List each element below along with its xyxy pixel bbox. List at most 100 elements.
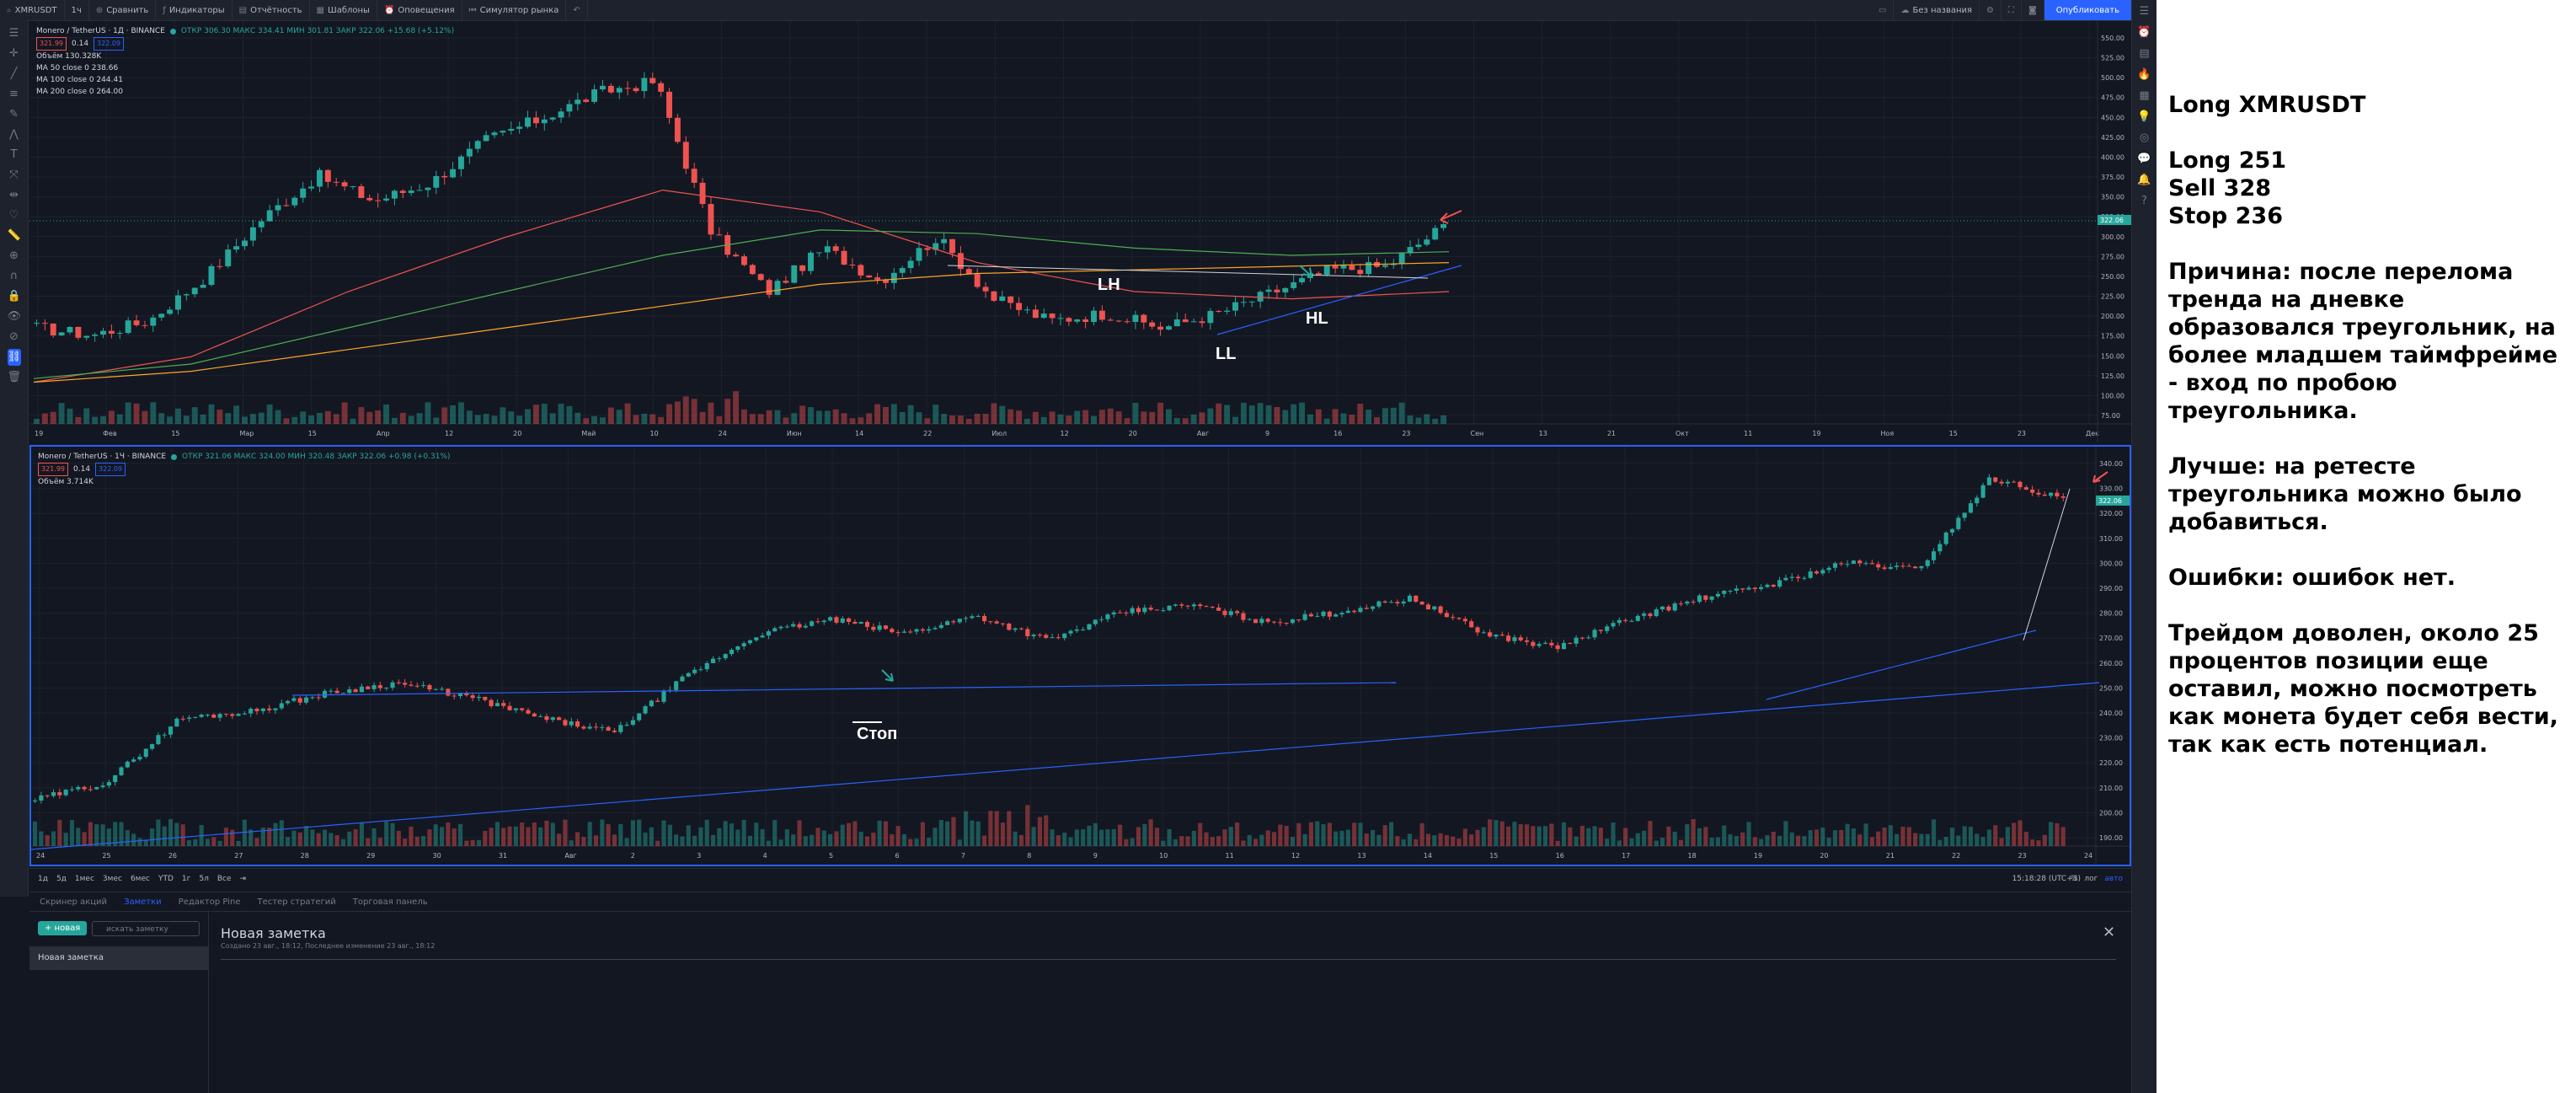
volume-bar — [390, 822, 395, 846]
lock-icon[interactable]: 🔒 — [7, 290, 21, 303]
goto-date-icon[interactable]: ⇥ — [239, 874, 247, 883]
help-icon[interactable]: ? — [2141, 195, 2147, 207]
sell-price-button[interactable]: 321.99 — [38, 463, 68, 476]
forecast-icon[interactable]: ⤧ — [9, 169, 19, 181]
tab-pine-editor[interactable]: Редактор Pine — [178, 897, 241, 907]
magnet-icon[interactable]: ∩ — [9, 270, 19, 282]
buy-price-button[interactable]: 322.09 — [95, 463, 126, 476]
tab-notes[interactable]: Заметки — [124, 897, 162, 907]
ideas-icon[interactable]: 💡 — [2137, 110, 2151, 123]
notifications-icon[interactable]: 🔔 — [2137, 174, 2151, 186]
new-note-button[interactable]: + новая — [38, 921, 88, 935]
calendar-icon[interactable]: ▦ — [2139, 89, 2150, 102]
undo-button[interactable]: ↶ — [566, 0, 588, 20]
auto-mode[interactable]: авто — [2104, 874, 2123, 883]
text-icon[interactable]: T — [10, 148, 18, 161]
snapshot-button[interactable]: ◙ — [2022, 0, 2044, 20]
fullscreen-button[interactable]: ⛶ — [2001, 0, 2022, 20]
symbol-search[interactable]: ⌕ XMRUSDT — [0, 0, 65, 20]
range-ytd[interactable]: YTD — [158, 874, 174, 883]
compare-button[interactable]: ⊕ Сравнить — [89, 0, 157, 20]
hourly-candles-chart[interactable]: 340.00330.00320.00310.00300.00290.00280.… — [31, 447, 2130, 865]
trendline-icon[interactable]: ╱ — [10, 67, 18, 80]
y-tick-label: 300.00 — [2099, 560, 2123, 567]
range-5d[interactable]: 5д — [56, 874, 67, 883]
pane2-legend: Monero / TetherUS · 1Ч · BINANCE ОТКР 321… — [38, 451, 451, 488]
tab-strategy-tester[interactable]: Тестер стратегий — [257, 897, 336, 907]
streams-icon[interactable]: ◎ — [2139, 131, 2150, 144]
volume-bar — [1371, 829, 1376, 846]
range-1y[interactable]: 1г — [181, 874, 191, 883]
range-1d[interactable]: 1д — [38, 874, 48, 883]
volume-bar — [291, 830, 297, 846]
note-search-input[interactable]: искать заметку — [92, 921, 200, 936]
link-icon[interactable]: ⛓ — [7, 349, 21, 366]
crosshair-icon[interactable]: ✛ — [9, 47, 19, 60]
chat-icon[interactable]: 💬 — [2137, 153, 2151, 165]
range-all[interactable]: Все — [216, 874, 232, 883]
gann-icon[interactable]: ♡ — [8, 209, 19, 222]
clock[interactable]: 15:18:28 (UTC+3) — [2012, 874, 2081, 883]
candle-body — [982, 287, 989, 292]
note-list-item[interactable]: Новая заметка — [29, 946, 208, 970]
candle-body — [1993, 477, 1998, 482]
candle-body — [1438, 606, 1443, 613]
fib-icon[interactable]: ≡ — [9, 88, 19, 100]
ruler-icon[interactable]: 📏 — [7, 229, 21, 242]
eye-icon[interactable]: 👁 — [7, 310, 22, 323]
alerts-button[interactable]: ⏰ Оповещения — [377, 0, 462, 20]
hotlist-icon[interactable]: 🔥 — [2137, 68, 2151, 81]
candle-body — [658, 83, 665, 92]
candle-body — [810, 621, 815, 626]
volume-bar — [871, 833, 876, 846]
interval-button[interactable]: 1ч — [65, 0, 89, 20]
chart-pane-daily[interactable]: Monero / TetherUS · 1Д · BINANCE ОТКР 306… — [29, 21, 2131, 442]
candle-body — [1826, 567, 1831, 571]
volume-bar — [538, 827, 543, 846]
chart-pane-hourly[interactable]: Monero / TetherUS · 1Ч · BINANCE ОТКР 321… — [29, 445, 2131, 866]
status-dot-icon — [169, 28, 176, 35]
daily-candles-chart[interactable]: 550.00 525.00 500.00 475.00 450.00 425.00 400.… — [29, 21, 2131, 442]
publish-button[interactable]: Опубликовать — [2044, 0, 2131, 20]
menu-icon[interactable]: ☰ — [8, 27, 19, 40]
range-1m[interactable]: 1мес — [74, 874, 94, 883]
alerts-icon[interactable]: ⏰ — [2137, 26, 2151, 39]
replay-button[interactable]: ⏮ Симулятор рынка — [462, 0, 567, 20]
volume-bar — [1091, 415, 1097, 424]
trash-icon[interactable]: 🗑 — [7, 371, 22, 383]
brush-icon[interactable]: ✎ — [9, 108, 19, 121]
note-title[interactable]: Новая заметка — [221, 925, 326, 941]
volume-bar — [1469, 834, 1474, 846]
watchlist-icon[interactable]: ☰ — [2139, 5, 2150, 18]
data-window-icon[interactable]: ▤ — [2139, 47, 2150, 60]
layout-name[interactable]: ☁ Без названия — [1894, 0, 1980, 20]
tab-trading-panel[interactable]: Торговая панель — [352, 897, 428, 907]
volume-bar — [1241, 840, 1246, 846]
side-text-title: Long XMRUSDT — [2168, 92, 2366, 118]
layout-button[interactable]: ▭ — [1872, 0, 1895, 20]
buy-price-button[interactable]: 322.09 — [94, 37, 125, 51]
candle-body — [1722, 591, 1727, 594]
volume-bar — [441, 407, 448, 424]
pattern-icon[interactable]: ⋀ — [9, 128, 19, 141]
hide-icon[interactable]: ⊘ — [9, 330, 19, 343]
x-tick-label: 9 — [1093, 852, 1098, 860]
financials-button[interactable]: ▤ Отчётность — [232, 0, 310, 20]
range-3m[interactable]: 3мес — [102, 874, 122, 883]
candle-body — [566, 104, 573, 112]
settings-button[interactable]: ⚙ — [1980, 0, 2001, 20]
volume-bar — [1494, 820, 1499, 846]
range-6m[interactable]: 6мес — [130, 874, 150, 883]
log-mode[interactable]: лог — [2084, 874, 2098, 883]
range-5y[interactable]: 5л — [199, 874, 209, 883]
close-icon[interactable]: ✕ — [2103, 924, 2116, 941]
zoom-icon[interactable]: ⊕ — [9, 249, 19, 262]
tab-stock-screener[interactable]: Скринер акций — [40, 897, 108, 907]
candle-body — [741, 643, 746, 647]
percent-mode[interactable]: % — [2070, 874, 2078, 883]
volume-bar — [1308, 822, 1313, 846]
measure-icon[interactable]: ⇹ — [9, 189, 19, 201]
sell-price-button[interactable]: 321.99 — [36, 37, 67, 51]
indicators-button[interactable]: ƒ Индикаторы — [156, 0, 232, 20]
templates-button[interactable]: ▦ Шаблоны — [310, 0, 377, 20]
